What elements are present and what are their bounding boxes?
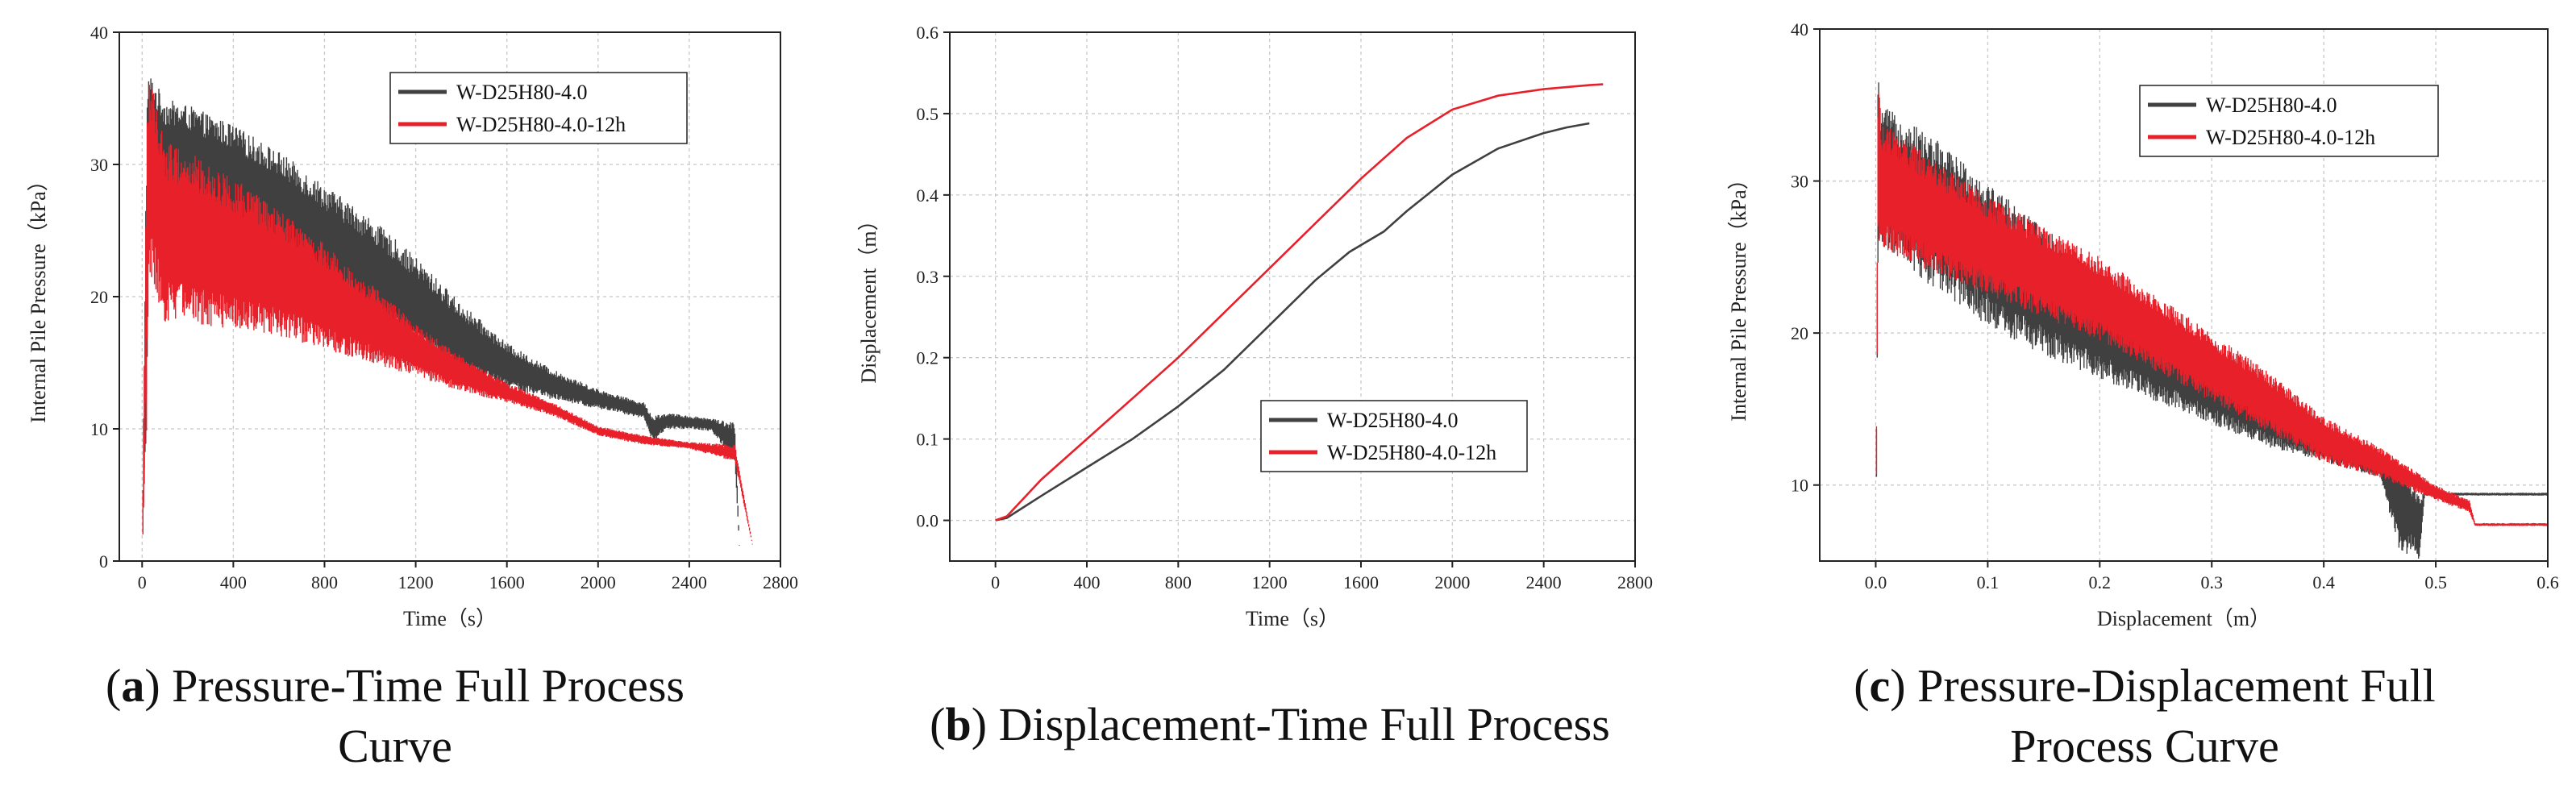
caption-b-line1: (b) Displacement-Time Full Process [930, 698, 1610, 750]
pressure-displacement-xtick-label: 0.2 [2089, 572, 2112, 592]
caption-b-letter: b [946, 698, 972, 750]
displacement-time-ytick-label: 0.6 [917, 23, 939, 43]
pressure-time-xtick-label: 800 [311, 572, 338, 592]
caption-c-line2: Process Curve [2010, 720, 2278, 772]
caption-a-letter: a [121, 659, 144, 712]
pressure-displacement-series-2-band [1875, 94, 2548, 526]
displacement-time-legend-label-2: W-D25H80-4.0-12h [1327, 441, 1496, 464]
chart-pressure-displacement: 0.0 0.1 0.2 0.3 0.4 0.5 0.6 10 20 30 40 Displacemen… [1727, 19, 2559, 630]
pressure-time-legend-label-1: W-D25H80-4.0 [456, 81, 587, 104]
displacement-time-ytick-label: 0.2 [917, 348, 939, 368]
displacement-time-xtick-label: 2000 [1434, 572, 1470, 592]
pressure-time-legend-label-2: W-D25H80-4.0-12h [456, 113, 626, 136]
pressure-time-ytick-label: 20 [90, 287, 108, 307]
pressure-displacement-xtick-label: 0.5 [2424, 572, 2447, 592]
displacement-time-legend-label-1: W-D25H80-4.0 [1327, 409, 1458, 432]
displacement-time-ytick-label: 0.0 [917, 511, 939, 531]
pressure-displacement-plot-frame [1819, 28, 2549, 562]
pressure-time-ytick-label: 0 [99, 551, 108, 572]
pressure-time-series-2-band [142, 85, 753, 545]
displacement-time-y-axis-title: Displacement（m） [857, 210, 880, 383]
displacement-time-series-2-line [995, 83, 1604, 522]
displacement-time-ytick-label: 0.4 [917, 185, 939, 206]
chart-displacement-time: 0 400 800 1200 1600 2000 2400 2800 0.0 0.1 0.2 0.3 0… [857, 23, 1653, 630]
pressure-displacement-y-axis-title: Internal Pile Pressure（kPa） [1727, 168, 1750, 421]
pressure-displacement-series-group [1875, 82, 2548, 559]
pressure-displacement-ytick-label: 20 [1791, 323, 1808, 343]
displacement-time-legend-box [1260, 400, 1528, 472]
displacement-time-ytick-label: 0.3 [917, 267, 939, 287]
pressure-displacement-ytick-label: 40 [1791, 19, 1808, 39]
pressure-time-y-axis-title: Internal Pile Pressure（kPa） [27, 170, 50, 422]
displacement-time-xtick-label: 800 [1165, 572, 1192, 592]
displacement-time-ytick-label: 0.1 [917, 430, 939, 450]
caption-c-text: ) Pressure-Displacement Full [1890, 659, 2436, 712]
pressure-time-xtick-label: 2400 [672, 572, 707, 592]
pressure-time-series-1-band [142, 78, 740, 546]
displacement-time-xtick-label: 1600 [1343, 572, 1379, 592]
displacement-time-series-group [995, 83, 1604, 522]
pressure-time-xtick-label: 2000 [581, 572, 616, 592]
pressure-time-xtick-label: 400 [220, 572, 247, 592]
displacement-time-xtick-label: 0 [991, 572, 1000, 592]
pressure-time-xtick-label: 2800 [763, 572, 798, 592]
caption-b-text: ) Displacement-Time Full Process [972, 698, 1610, 750]
pressure-displacement-legend-label-1: W-D25H80-4.0 [2206, 94, 2337, 117]
pressure-time-series-group [142, 78, 753, 546]
pressure-displacement-xtick-label: 0.0 [1865, 572, 1887, 592]
displacement-time-series-1-line [995, 122, 1590, 522]
displacement-time-ytick-label: 0.5 [917, 104, 939, 124]
caption-c-line1: (c) Pressure-Displacement Full [1854, 659, 2436, 712]
pressure-displacement-xtick-label: 0.3 [2200, 572, 2223, 592]
caption-c-letter: c [1870, 659, 1891, 712]
pressure-time-ytick-label: 30 [90, 155, 108, 175]
pressure-displacement-ytick-label: 10 [1791, 476, 1808, 496]
pressure-time-legend-box [389, 72, 688, 144]
pressure-displacement-legend-label-2: W-D25H80-4.0-12h [2206, 126, 2375, 149]
pressure-time-ytick-label: 10 [90, 419, 108, 439]
pressure-time-xtick-label: 1600 [489, 572, 525, 592]
caption-a-line1: (a) Pressure-Time Full Process [106, 659, 685, 712]
displacement-time-xtick-label: 400 [1074, 572, 1101, 592]
pressure-time-ytick-label: 40 [90, 23, 108, 43]
pressure-displacement-ytick-label: 30 [1791, 172, 1808, 192]
displacement-time-x-axis-title: Time（s） [1246, 607, 1339, 630]
pressure-displacement-x-axis-title: Displacement（m） [2097, 607, 2270, 630]
displacement-time-xtick-label: 1200 [1252, 572, 1288, 592]
caption-a-text: ) Pressure-Time Full Process [144, 659, 685, 712]
displacement-time-xtick-label: 2400 [1526, 572, 1562, 592]
pressure-displacement-legend-box [2139, 85, 2439, 157]
pressure-displacement-xtick-label: 0.6 [2536, 572, 2559, 592]
pressure-displacement-xtick-label: 0.1 [1977, 572, 2000, 592]
chart-pressure-time: 0 400 800 1200 1600 2000 2400 2800 0 10 20 30 40 Time… [27, 23, 798, 630]
displacement-time-xtick-label: 2800 [1617, 572, 1653, 592]
displacement-time-plot-frame [949, 31, 1636, 562]
pressure-time-xtick-label: 1200 [398, 572, 434, 592]
pressure-time-xtick-label: 0 [138, 572, 147, 592]
pressure-time-x-axis-title: Time（s） [403, 607, 497, 630]
pressure-displacement-xtick-label: 0.4 [2312, 572, 2335, 592]
caption-a-line2: Curve [338, 720, 452, 772]
